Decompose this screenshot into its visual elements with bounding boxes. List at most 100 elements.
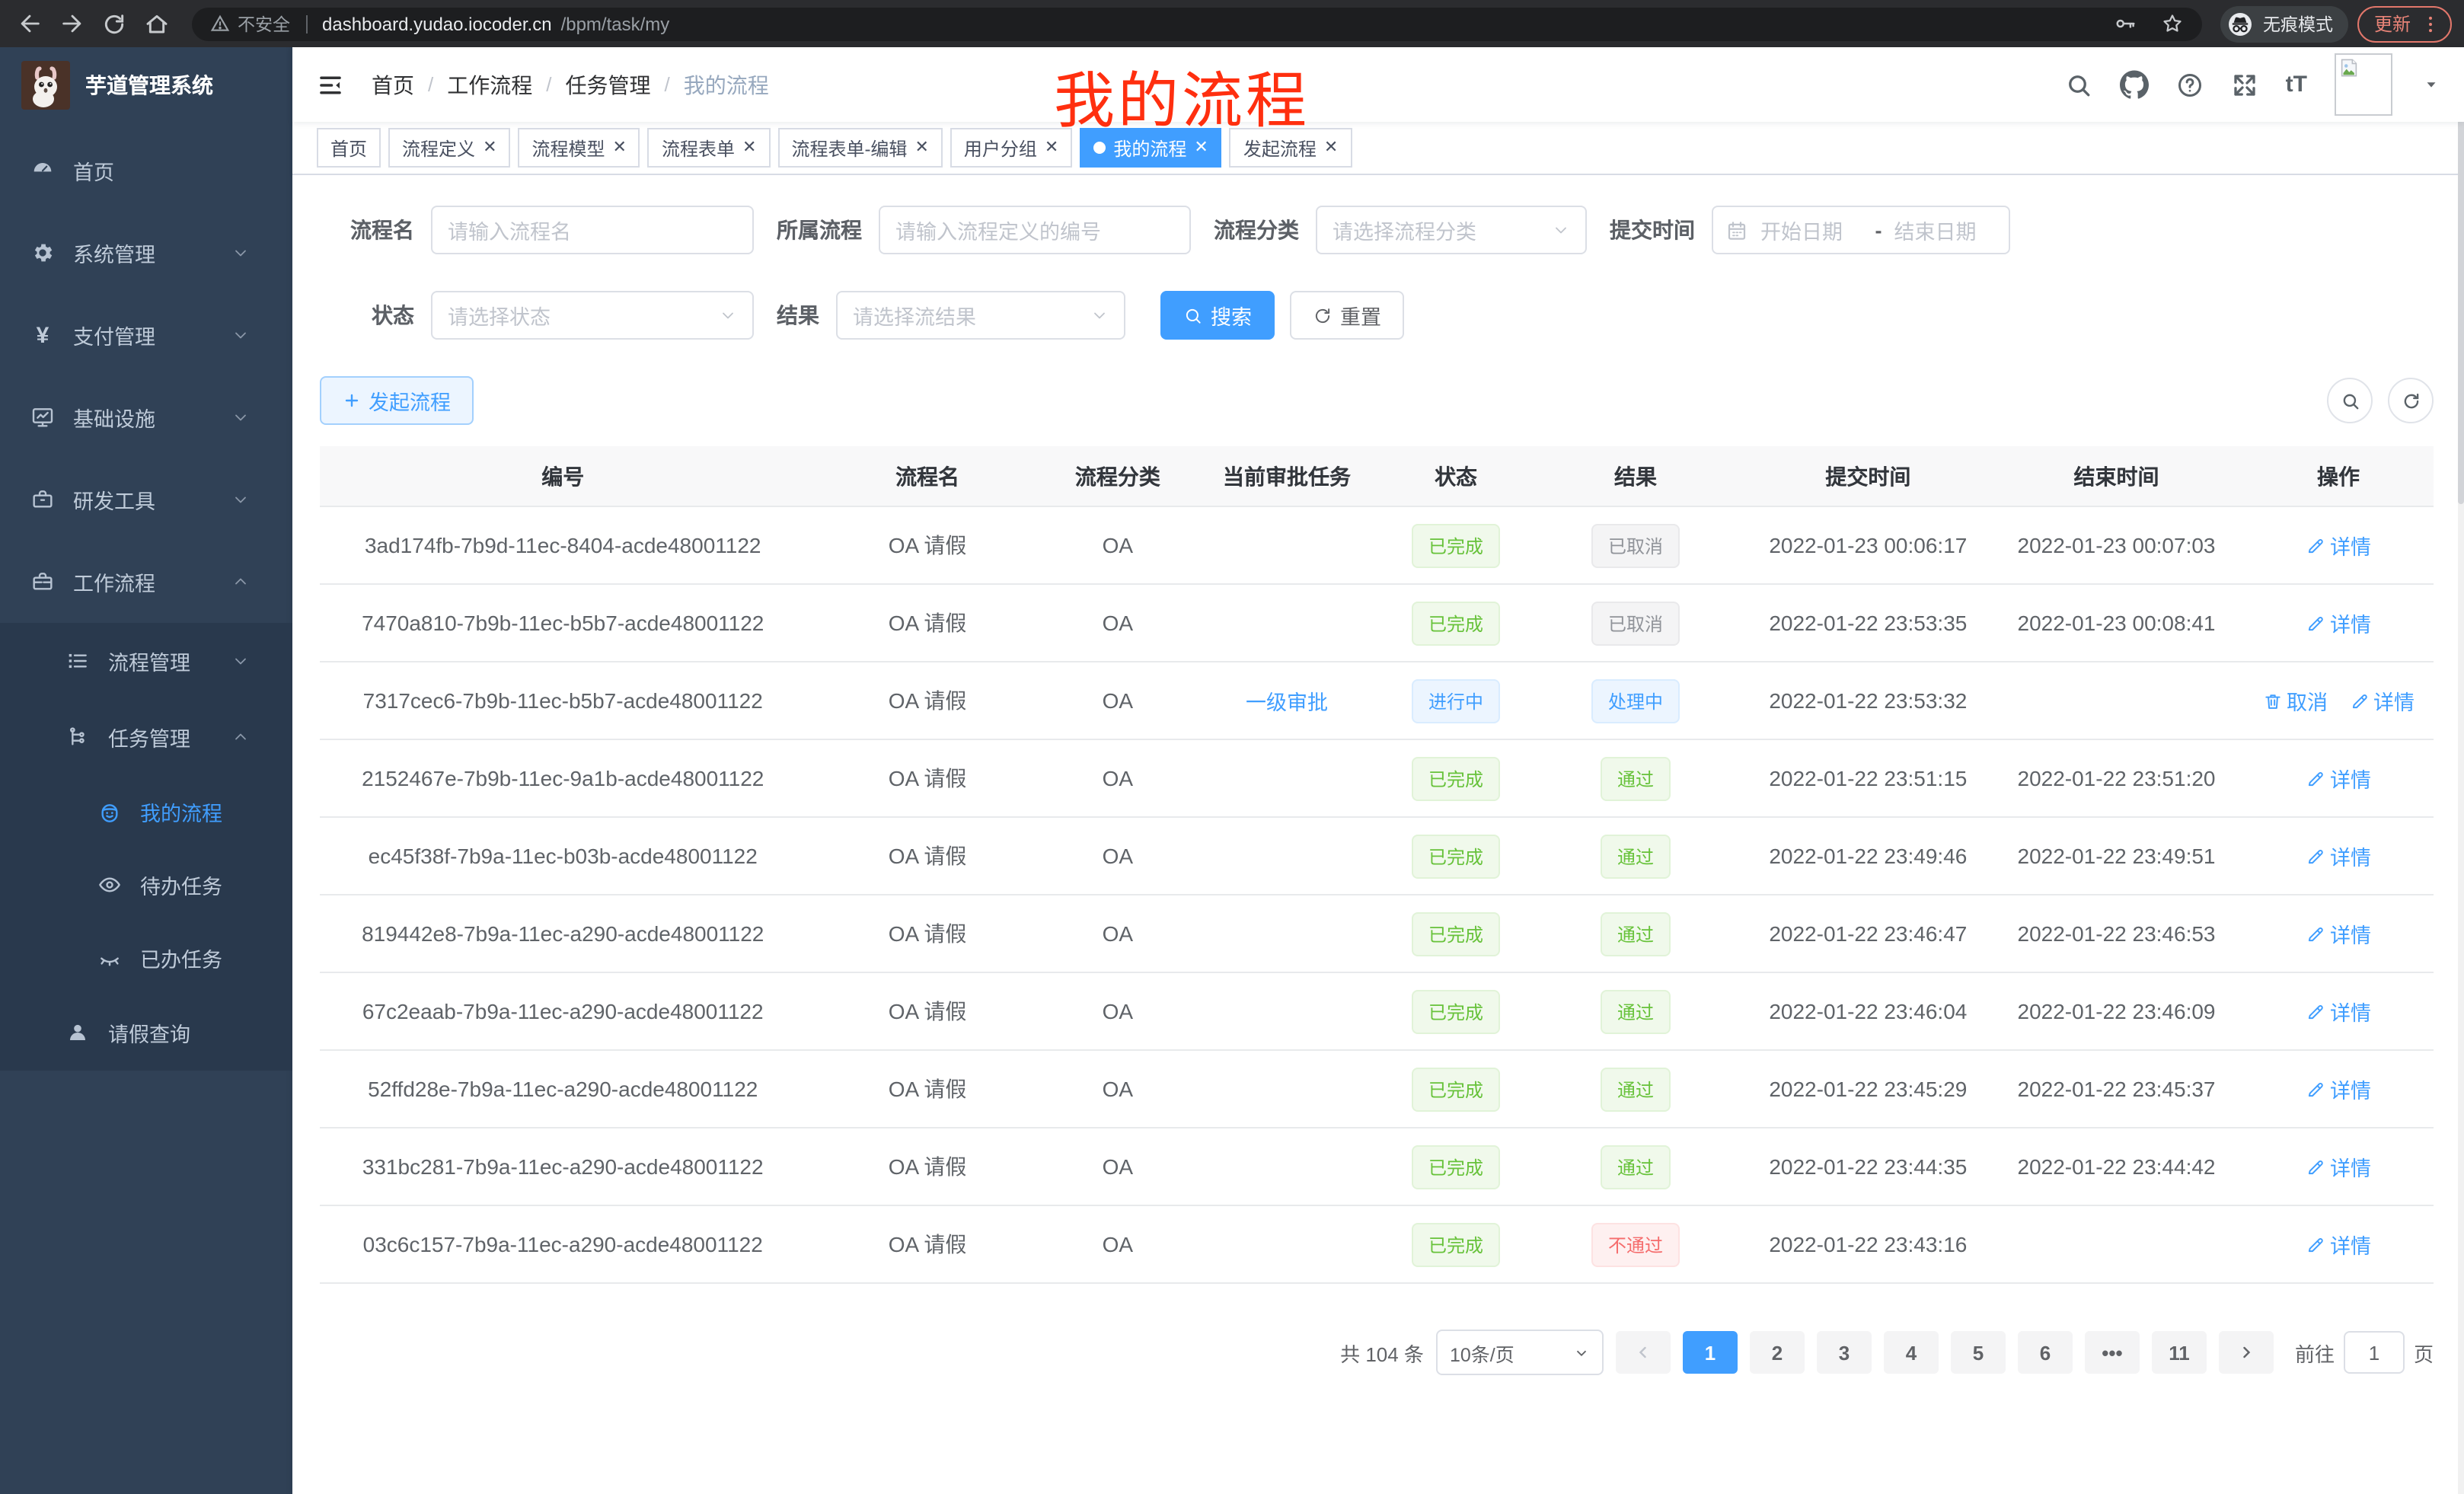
tab-process-model[interactable]: 流程模型 ✕ xyxy=(518,128,640,168)
cell-end-time xyxy=(1989,662,2244,740)
prev-page-button[interactable] xyxy=(1615,1331,1671,1374)
close-icon[interactable]: ✕ xyxy=(742,138,757,156)
back-icon[interactable] xyxy=(12,7,46,40)
pstatus-select[interactable]: 请选择状态 xyxy=(431,291,754,340)
breadcrumb-separator: / xyxy=(428,73,434,96)
forward-icon[interactable] xyxy=(55,7,88,40)
table-refresh-icon[interactable] xyxy=(2388,378,2434,423)
sidebar-item-infrastructure[interactable]: 基础设施 xyxy=(0,376,292,458)
search-button[interactable]: 搜索 xyxy=(1160,291,1275,340)
status-badge: 已完成 xyxy=(1412,989,1501,1033)
cell-category: OA xyxy=(1048,739,1187,818)
page-button-5[interactable]: 5 xyxy=(1950,1331,2006,1374)
detail-link[interactable]: 详情 xyxy=(2306,763,2371,793)
kebab-menu-icon[interactable] xyxy=(2420,13,2441,34)
sidebar-item-workflow[interactable]: 工作流程 xyxy=(0,541,292,623)
reset-button[interactable]: 重置 xyxy=(1290,291,1404,340)
help-icon[interactable] xyxy=(2176,71,2204,98)
presult-select[interactable]: 请选择流结果 xyxy=(836,291,1125,340)
sidebar-item-devtools[interactable]: 研发工具 xyxy=(0,458,292,541)
breadcrumb-item[interactable]: 任务管理 xyxy=(565,72,651,97)
start-process-button[interactable]: 发起流程 xyxy=(320,376,474,425)
sidebar-item-leave-query[interactable]: 请假查询 xyxy=(0,994,292,1071)
ptime-daterange[interactable]: 开始日期 - 结束日期 xyxy=(1712,206,2010,254)
filter-pname: 流程名 请输入流程名 xyxy=(347,206,754,254)
chevron-down-icon xyxy=(228,652,253,670)
cancel-link[interactable]: 取消 xyxy=(2262,685,2328,716)
sidebar-item-done-tasks[interactable]: 已办任务 xyxy=(0,921,292,994)
page-size-select[interactable]: 10条/页 xyxy=(1435,1330,1604,1375)
sidebar-item-system[interactable]: 系统管理 xyxy=(0,212,292,294)
task-link[interactable]: 一级审批 xyxy=(1245,691,1328,714)
close-icon[interactable]: ✕ xyxy=(612,138,627,156)
detail-link[interactable]: 详情 xyxy=(2349,685,2415,716)
sidebar-item-process-mgmt[interactable]: 流程管理 xyxy=(0,623,292,699)
page-button-6[interactable]: 6 xyxy=(2017,1331,2073,1374)
close-icon[interactable]: ✕ xyxy=(1323,138,1339,156)
bookmark-star-icon[interactable] xyxy=(2161,12,2184,35)
breadcrumb-item[interactable]: 工作流程 xyxy=(447,72,533,97)
cell-submit-time: 2022-01-22 23:53:35 xyxy=(1746,584,1990,662)
url-bar[interactable]: 不安全 dashboard.yudao.iocoder.cn/bpm/task/… xyxy=(192,7,2202,40)
sidebar-item-my-process[interactable]: 我的流程 xyxy=(0,775,292,848)
update-button[interactable]: 更新 xyxy=(2357,5,2452,42)
pparent-input[interactable]: 请输入流程定义的编号 xyxy=(879,206,1191,254)
page-button-3[interactable]: 3 xyxy=(1816,1331,1872,1374)
robot-icon xyxy=(97,800,122,824)
page-ellipsis[interactable]: ••• xyxy=(2084,1331,2140,1374)
detail-link[interactable]: 详情 xyxy=(2306,530,2371,560)
search-icon[interactable] xyxy=(2065,71,2092,98)
chevron-down-icon[interactable] xyxy=(2423,76,2440,93)
next-page-button[interactable] xyxy=(2218,1331,2274,1374)
github-icon[interactable] xyxy=(2119,70,2149,99)
detail-link[interactable]: 详情 xyxy=(2306,996,2371,1026)
sidebar-collapse-icon[interactable] xyxy=(317,71,344,98)
table-row: 331bc281-7b9a-11ec-a290-acde48001122 OA 请… xyxy=(320,1128,2434,1206)
sidebar-item-payment[interactable]: ¥ 支付管理 xyxy=(0,294,292,376)
tab-process-form[interactable]: 流程表单 ✕ xyxy=(647,128,771,168)
sidebar-item-todo-tasks[interactable]: 待办任务 xyxy=(0,848,292,921)
detail-link[interactable]: 详情 xyxy=(2306,918,2371,949)
breadcrumb-item[interactable]: 我的流程 xyxy=(683,72,769,97)
status-badge: 通过 xyxy=(1601,989,1671,1033)
sidebar-item-home[interactable]: 首页 xyxy=(0,129,292,212)
cell-submit-time: 2022-01-22 23:45:29 xyxy=(1746,1050,1990,1128)
reload-icon[interactable] xyxy=(97,7,131,40)
page-button-11[interactable]: 11 xyxy=(2151,1331,2207,1374)
close-icon[interactable]: ✕ xyxy=(914,138,929,156)
close-icon[interactable]: ✕ xyxy=(1194,138,1208,156)
pname-input[interactable]: 请输入流程名 xyxy=(431,206,754,254)
breadcrumb-item[interactable]: 首页 xyxy=(372,72,414,97)
page-button-4[interactable]: 4 xyxy=(1883,1331,1939,1374)
sidebar-item-label: 基础设施 xyxy=(73,408,155,431)
detail-link[interactable]: 详情 xyxy=(2306,608,2371,638)
page-button-1[interactable]: 1 xyxy=(1682,1331,1738,1374)
page-scrollbar[interactable] xyxy=(2458,47,2464,1494)
column-header: 当前审批任务 xyxy=(1186,446,1387,507)
close-icon[interactable]: ✕ xyxy=(1044,138,1059,156)
fullscreen-icon[interactable] xyxy=(2231,71,2258,98)
tab-process-definition[interactable]: 流程定义 ✕ xyxy=(388,128,511,168)
avatar[interactable] xyxy=(2335,53,2392,116)
tab-label: 流程模型 xyxy=(531,138,605,159)
tab-user-group[interactable]: 用户分组 ✕ xyxy=(950,128,1073,168)
tab-my-process[interactable]: 我的流程 ✕ xyxy=(1080,128,1222,168)
status-badge: 已完成 xyxy=(1412,1067,1501,1111)
tab-home[interactable]: 首页 xyxy=(317,128,381,168)
home-icon[interactable] xyxy=(140,7,174,40)
font-size-icon[interactable]: tT xyxy=(2285,72,2307,97)
detail-link[interactable]: 详情 xyxy=(2306,1074,2371,1104)
goto-page-input[interactable] xyxy=(2343,1331,2405,1374)
pcat-select[interactable]: 请选择流程分类 xyxy=(1316,206,1587,254)
detail-link[interactable]: 详情 xyxy=(2306,1151,2371,1182)
detail-link[interactable]: 详情 xyxy=(2306,841,2371,871)
sidebar-item-task-mgmt[interactable]: 任务管理 xyxy=(0,699,292,775)
key-icon[interactable] xyxy=(2114,12,2137,35)
page-button-2[interactable]: 2 xyxy=(1749,1331,1805,1374)
table-search-icon[interactable] xyxy=(2327,378,2373,423)
detail-link[interactable]: 详情 xyxy=(2306,1229,2371,1259)
close-icon[interactable]: ✕ xyxy=(483,138,497,156)
tab-process-form-edit[interactable]: 流程表单-编辑 ✕ xyxy=(777,128,943,168)
tab-start-process[interactable]: 发起流程 ✕ xyxy=(1229,128,1352,168)
